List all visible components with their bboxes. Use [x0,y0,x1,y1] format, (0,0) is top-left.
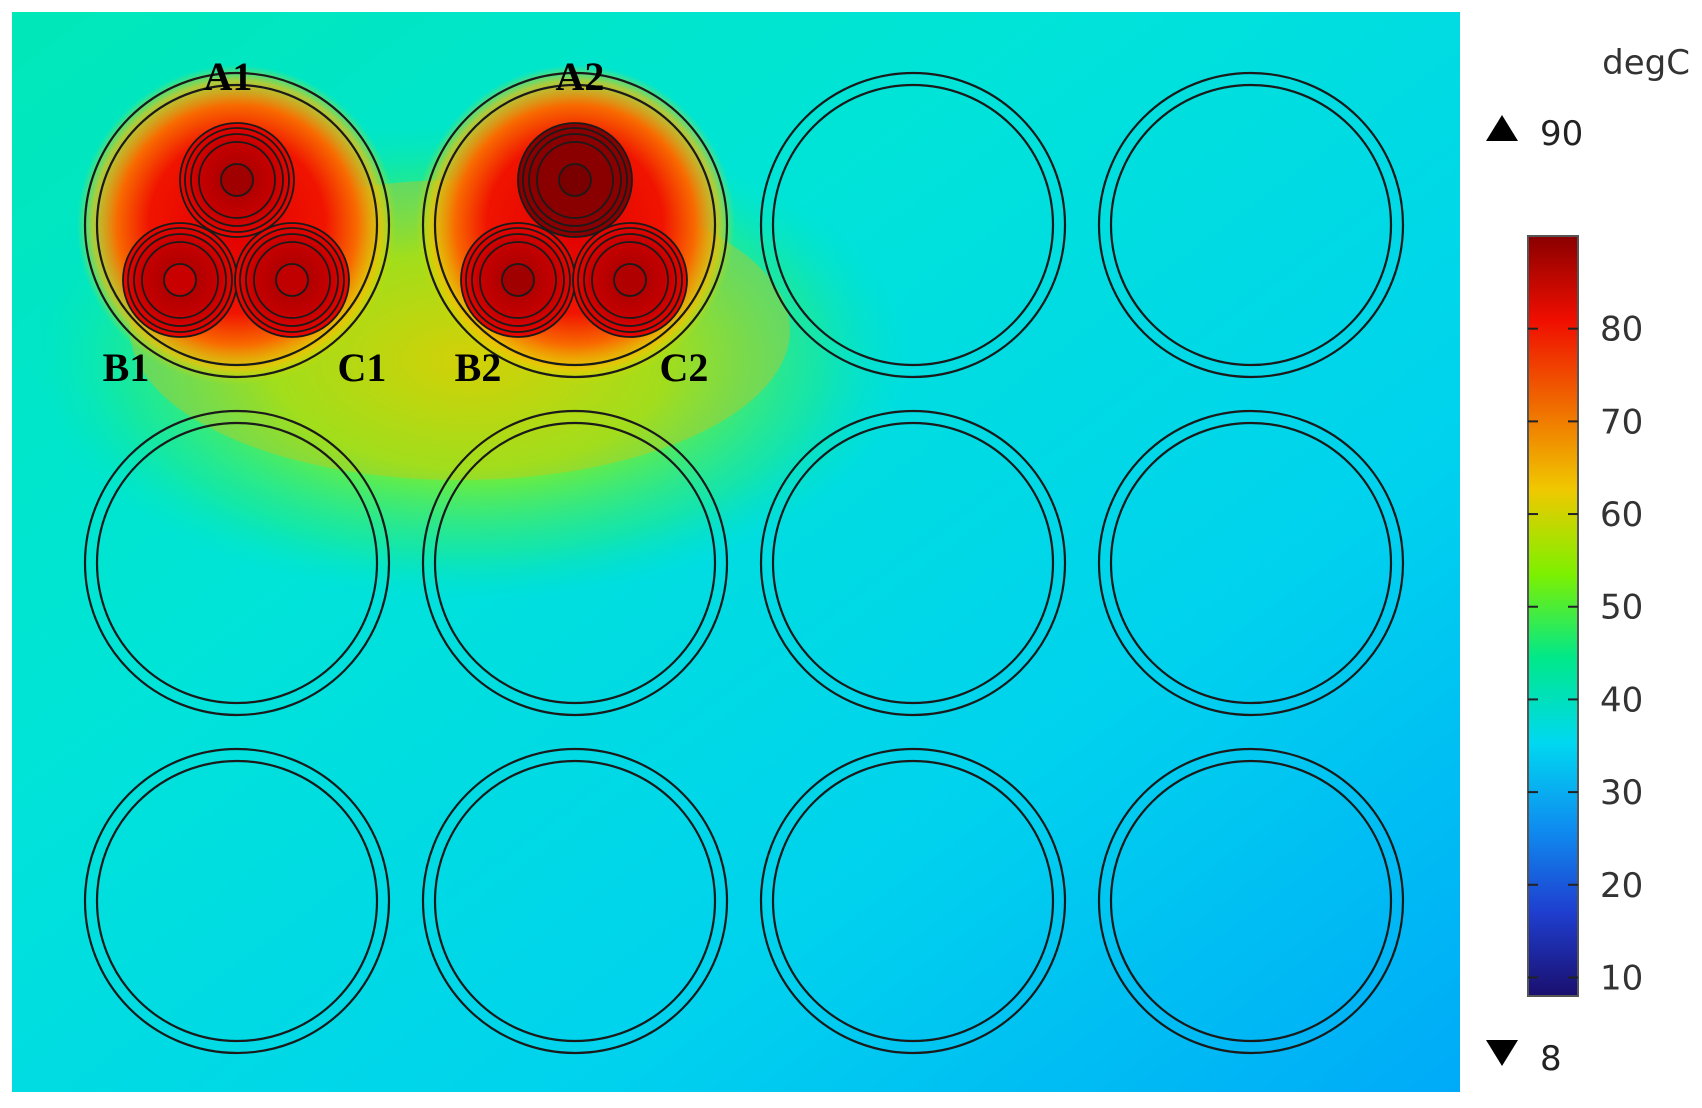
colorbar-unit: degC [1602,43,1690,83]
cable-a2 [517,122,633,238]
duct-r1c2 [421,71,729,379]
duct-r1c3 [759,71,1067,379]
cable-group-1 [122,122,350,338]
max-triangle-icon [1486,115,1518,141]
colorbar-ticks: 10 20 30 40 50 60 70 80 [1528,310,1643,998]
duct-r3c4 [1097,747,1405,1055]
colorbar-tick-label: 70 [1600,402,1643,442]
colorbar-tick-label: 40 [1600,680,1643,720]
label-a1: A1 [204,54,253,99]
duct-r2c2 [421,409,729,717]
duct-r2c4 [1097,409,1405,717]
duct-r3c1 [83,747,391,1055]
label-c1: C1 [338,345,387,390]
phase-labels: A1 B1 C1 A2 B2 C2 [103,54,709,390]
cable-b1 [122,222,238,338]
duct-r3c3 [759,747,1067,1055]
duct-r3c2 [421,747,729,1055]
cable-c1 [234,222,350,338]
colorbar-tick-label: 10 [1600,958,1643,998]
cable-c2 [572,222,688,338]
colorbar-tick-label: 60 [1600,495,1643,535]
duct-r2c1 [83,409,391,717]
label-c2: C2 [660,345,709,390]
colorbar-tick-label: 50 [1600,588,1643,628]
cable-group-2 [460,122,688,338]
colorbar-tick-label: 80 [1600,310,1643,350]
colorbar-tick-label: 30 [1600,773,1643,813]
label-b1: B1 [103,345,150,390]
colorbar-gradient-bar [1527,235,1579,997]
duct-r2c3 [759,409,1067,717]
colorbar: degC 90 10 20 30 40 50 60 70 80 8 [1486,43,1690,1079]
cable-a1 [179,122,295,238]
label-a2: A2 [556,54,605,99]
duct-r1c4 [1097,71,1405,379]
colorbar-tick-label: 20 [1600,866,1643,906]
label-b2: B2 [455,345,502,390]
duct-bank [83,71,1405,1055]
min-triangle-icon [1486,1040,1518,1066]
colorbar-max-label: 90 [1540,114,1583,154]
colorbar-min-label: 8 [1540,1039,1562,1079]
cable-b2 [460,222,576,338]
duct-r1c1 [83,71,391,379]
